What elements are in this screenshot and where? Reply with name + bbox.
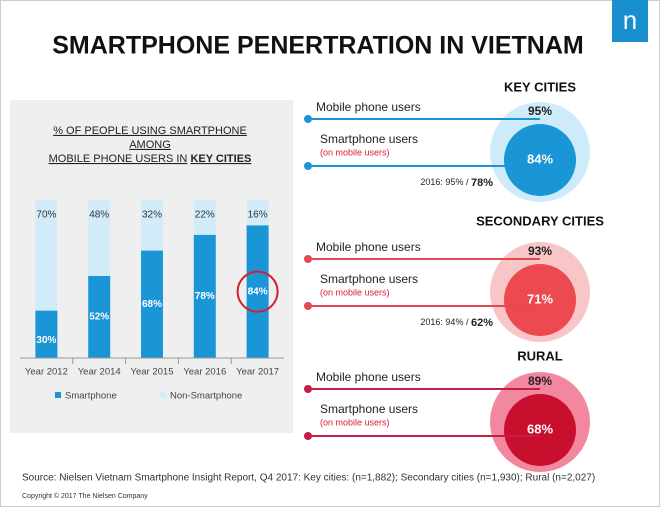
mobile-dot	[304, 255, 312, 263]
value-label: 22%	[195, 210, 215, 221]
x-tick-label: Year 2015	[131, 367, 174, 378]
inner-circle	[504, 124, 576, 196]
main-title: SMARTPHONE PENERTRATION IN VIETNAM	[52, 32, 584, 60]
bar-segment	[35, 310, 58, 358]
value-label: 84%	[248, 286, 268, 297]
value-label: 16%	[248, 210, 268, 221]
panel-title: SECONDARY CITIES	[476, 213, 604, 228]
value-label: 70%	[36, 210, 56, 221]
bar-segment	[193, 234, 216, 358]
panel-title: KEY CITIES	[504, 79, 576, 94]
value-label: 78%	[195, 291, 215, 302]
logo: n	[623, 5, 637, 35]
bar-segment	[141, 200, 163, 251]
note-value: 62%	[471, 317, 493, 329]
smart-value: 71%	[527, 291, 553, 306]
mobile-label: Mobile phone users	[316, 100, 421, 114]
copyright: Copyright © 2017 The Nielsen Company	[22, 492, 148, 500]
smart-value: 84%	[527, 151, 553, 166]
smart-label: Smartphone users	[320, 402, 418, 416]
bar-segment	[246, 200, 269, 226]
x-tick-label: Year 2016	[183, 367, 226, 378]
note: 2016: 94% / 62%	[420, 317, 493, 329]
chart-title: AMONG	[129, 139, 171, 151]
bar-segment	[246, 225, 269, 358]
smart-label: Smartphone users	[320, 272, 418, 286]
chart-title-emphasis: KEY CITIES	[190, 153, 251, 165]
mobile-value: 95%	[528, 104, 552, 118]
x-tick-label: Year 2014	[78, 367, 121, 378]
smart-sub: (on mobile users)	[320, 417, 390, 427]
bar-segment	[88, 200, 111, 276]
value-label: 30%	[36, 335, 56, 346]
mobile-label: Mobile phone users	[316, 240, 421, 254]
value-label: 32%	[142, 210, 162, 221]
smart-sub: (on mobile users)	[320, 287, 390, 297]
value-label: 52%	[89, 312, 109, 323]
note-value: 78%	[471, 177, 493, 189]
bar-segment	[35, 200, 58, 311]
chart-title: % OF PEOPLE USING SMARTPHONE	[53, 125, 247, 137]
chart-title-part: MOBILE PHONE USERS IN	[49, 153, 188, 165]
mobile-dot	[304, 115, 312, 123]
mobile-dot	[304, 385, 312, 393]
source: Source: Nielsen Vietnam Smartphone Insig…	[22, 473, 595, 484]
logo-box	[612, 0, 648, 42]
note-text: 2016: 95% /	[420, 177, 469, 187]
chart-title: MOBILE PHONE USERS IN KEY CITIES	[49, 153, 252, 165]
smart-label: Smartphone users	[320, 132, 418, 146]
smart-dot	[304, 302, 312, 310]
legend-label: Non-Smartphone	[170, 391, 242, 402]
value-label: 48%	[89, 210, 109, 221]
smart-dot	[304, 162, 312, 170]
note-text: 2016: 94% /	[420, 317, 469, 327]
x-tick-label: Year 2012	[25, 367, 68, 378]
note: 2016: 95% / 78%	[420, 177, 493, 189]
legend-label: Smartphone	[65, 391, 117, 402]
smart-value: 68%	[527, 421, 553, 436]
legend-swatch	[55, 392, 61, 398]
legend-swatch	[160, 392, 166, 398]
inner-circle	[504, 264, 576, 336]
panel-title: RURAL	[517, 348, 563, 363]
bar-segment	[88, 275, 111, 358]
smart-sub: (on mobile users)	[320, 147, 390, 157]
mobile-value: 89%	[528, 374, 552, 388]
bar-segment	[141, 250, 163, 358]
mobile-value: 93%	[528, 244, 552, 258]
highlight	[236, 270, 279, 313]
smart-dot	[304, 432, 312, 440]
mobile-label: Mobile phone users	[316, 370, 421, 384]
bar-segment	[193, 200, 216, 235]
value-label: 68%	[142, 299, 162, 310]
x-tick-label: Year 2017	[236, 367, 279, 378]
inner-circle	[504, 394, 576, 466]
